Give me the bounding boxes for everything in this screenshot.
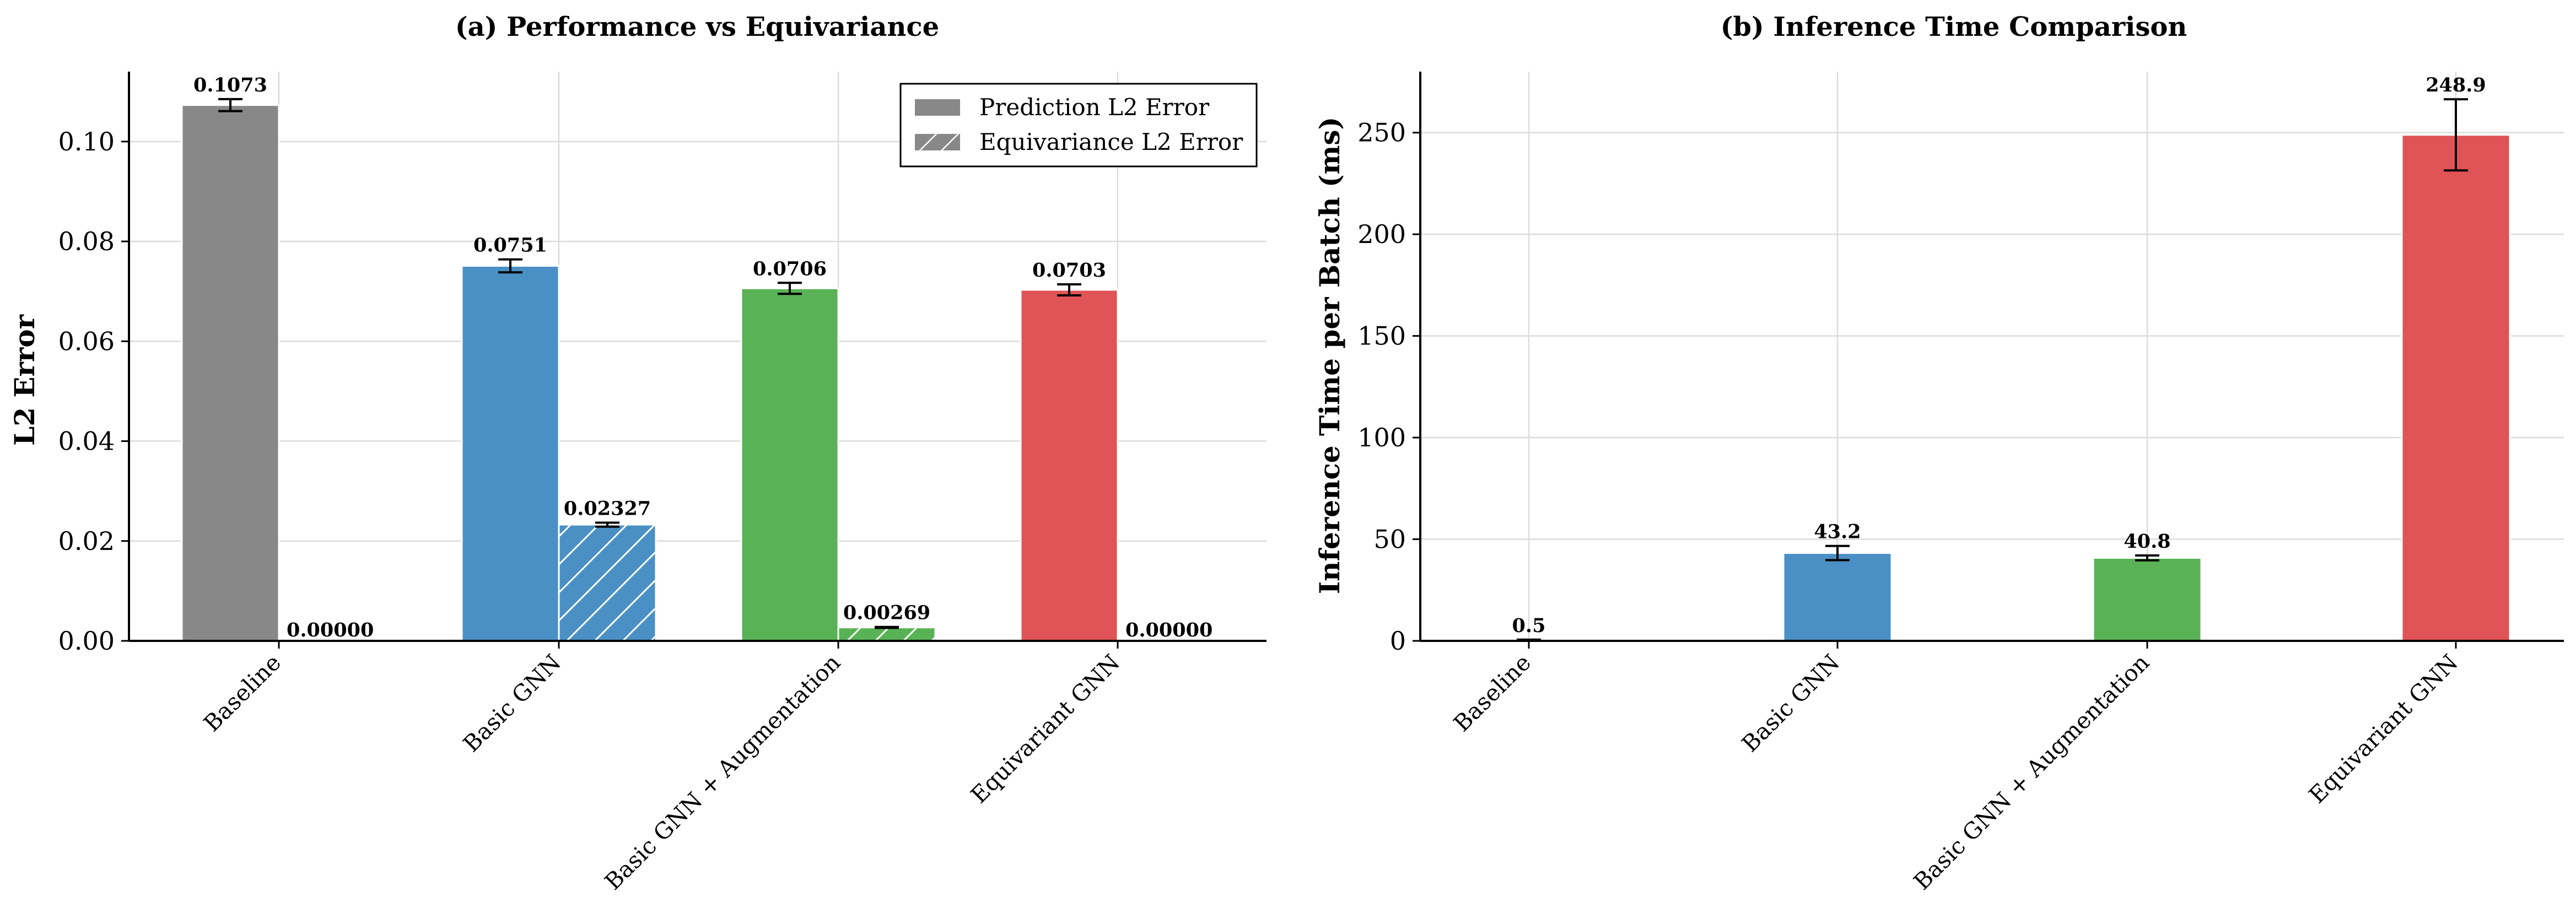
y-tick-label: 0.06 <box>58 326 115 356</box>
error-bar-basic-gnn <box>1825 544 1850 562</box>
bar-prediction-l2-error-basic-gnn <box>461 265 560 642</box>
chart-title-b: (b) Inference Time Comparison <box>1721 12 2187 42</box>
legend: Prediction L2 Error Equivariance L2 Erro… <box>899 83 1258 168</box>
value-labels-b: 0.5 43.2 40.8 248.9 <box>1512 74 2486 637</box>
value-label-equivariance-l2-error-equivariant-gnn: 0.00000 <box>1125 619 1212 641</box>
x-tick-label-equivariant-gnn: Equivariant GNN <box>966 649 1125 808</box>
x-tick-label-basic-gnn-augmentation: Basic GNN + Augmentation <box>600 649 845 895</box>
value-label-prediction-l2-error-basic-gnn-augmentation: 0.0706 <box>753 257 827 280</box>
x-tick-label-equivariant-gnn: Equivariant GNN <box>2304 649 2463 808</box>
value-label-equivariance-l2-error-basic-gnn-augmentation: 0.00269 <box>843 602 930 624</box>
y-ticks-a: 0.00 0.02 0.04 0.06 0.08 0.10 <box>58 127 129 656</box>
x-tick-label-baseline: Baseline <box>1448 649 1536 737</box>
value-label-prediction-l2-error-equivariant-gnn: 0.0703 <box>1032 259 1106 282</box>
y-tick-label: 0.00 <box>58 626 115 656</box>
legend-box <box>899 83 1258 168</box>
y-tick-label: 0.02 <box>58 526 115 556</box>
y-axis-label-b: Inference Time per Batch (ms) <box>1313 117 1346 594</box>
y-tick-label: 200 <box>1357 219 1406 249</box>
y-tick-label: 250 <box>1357 118 1406 148</box>
bars-b <box>1474 134 2511 642</box>
x-ticks-a: Baseline Basic GNN Basic GNN + Augmentatio… <box>198 641 1125 895</box>
bar-basic-gnn <box>1782 552 1893 642</box>
bars-a <box>181 104 1119 642</box>
x-tick-label-basic-gnn: Basic GNN <box>1737 649 1845 757</box>
value-label-basic-gnn: 43.2 <box>1814 521 1861 543</box>
value-label-baseline: 0.5 <box>1512 614 1546 637</box>
error-bar-prediction-l2-error-basic-gnn <box>498 258 522 274</box>
error-bar-basic-gnn-augmentation <box>2135 554 2159 562</box>
value-label-equivariance-l2-error-baseline: 0.00000 <box>287 619 374 641</box>
legend-swatch-equivariance <box>915 134 960 150</box>
error-bars-a <box>218 98 1081 629</box>
y-axis-label-a: L2 Error <box>8 314 41 445</box>
y-tick-label: 150 <box>1357 321 1406 351</box>
y-tick-label: 100 <box>1357 423 1406 452</box>
error-bar-prediction-l2-error-baseline <box>218 98 242 112</box>
legend-swatch-prediction <box>915 99 960 116</box>
grid-b <box>1420 72 2564 642</box>
value-labels-a: 0.1073 0.00000 0.0751 0.02327 0.0706 0.00269 0… <box>193 74 1212 641</box>
y-tick-label: 0.04 <box>58 427 115 456</box>
bar-equivariance-l2-error-basic-gnn <box>558 523 657 642</box>
value-label-equivariant-gnn: 248.9 <box>2426 74 2486 96</box>
chart-panel-performance: (a) Performance vs Equivariance L2 Error… <box>8 12 1267 895</box>
y-tick-label: 0.10 <box>58 127 115 156</box>
bar-prediction-l2-error-basic-gnn-augmentation <box>740 287 839 642</box>
value-label-prediction-l2-error-baseline: 0.1073 <box>193 74 267 96</box>
bar-equivariance-l2-error-basic-gnn-augmentation <box>837 627 936 642</box>
error-bar-equivariance-l2-error-basic-gnn <box>595 521 619 528</box>
x-tick-label-basic-gnn: Basic GNN <box>458 649 566 757</box>
legend-label-prediction: Prediction L2 Error <box>979 94 1210 121</box>
y-tick-label: 0 <box>1390 626 1406 656</box>
y-tick-label: 0.08 <box>58 226 115 256</box>
x-ticks-b: Baseline Basic GNN Basic GNN + Augmentatio… <box>1448 641 2463 895</box>
y-tick-label: 50 <box>1373 525 1406 554</box>
bar-prediction-l2-error-baseline <box>181 104 280 642</box>
value-label-equivariance-l2-error-basic-gnn: 0.02327 <box>564 498 651 520</box>
chart-title-a: (a) Performance vs Equivariance <box>455 12 939 42</box>
bar-prediction-l2-error-equivariant-gnn <box>1020 289 1119 642</box>
error-bar-equivariant-gnn <box>2444 98 2468 172</box>
axes-b <box>1419 72 2564 642</box>
bar-basic-gnn-augmentation <box>2092 557 2202 642</box>
value-label-prediction-l2-error-basic-gnn: 0.0751 <box>473 234 547 257</box>
chart-panel-inference-time: (b) Inference Time Comparison Inference … <box>1313 12 2564 895</box>
x-tick-label-baseline: Baseline <box>198 649 286 737</box>
x-tick-label-basic-gnn-augmentation: Basic GNN + Augmentation <box>1909 649 2154 895</box>
error-bar-equivariance-l2-error-basic-gnn-augmentation <box>875 625 899 629</box>
error-bar-prediction-l2-error-equivariant-gnn <box>1057 283 1081 296</box>
legend-label-equivariance: Equivariance L2 Error <box>979 128 1243 155</box>
error-bars-b <box>1517 98 2468 641</box>
axes-a <box>128 72 1267 642</box>
value-label-basic-gnn-augmentation: 40.8 <box>2124 530 2170 553</box>
error-bar-prediction-l2-error-basic-gnn-augmentation <box>778 282 802 295</box>
bar-equivariant-gnn <box>2401 134 2511 642</box>
y-ticks-b: 0 50 100 150 200 250 <box>1357 118 1420 656</box>
